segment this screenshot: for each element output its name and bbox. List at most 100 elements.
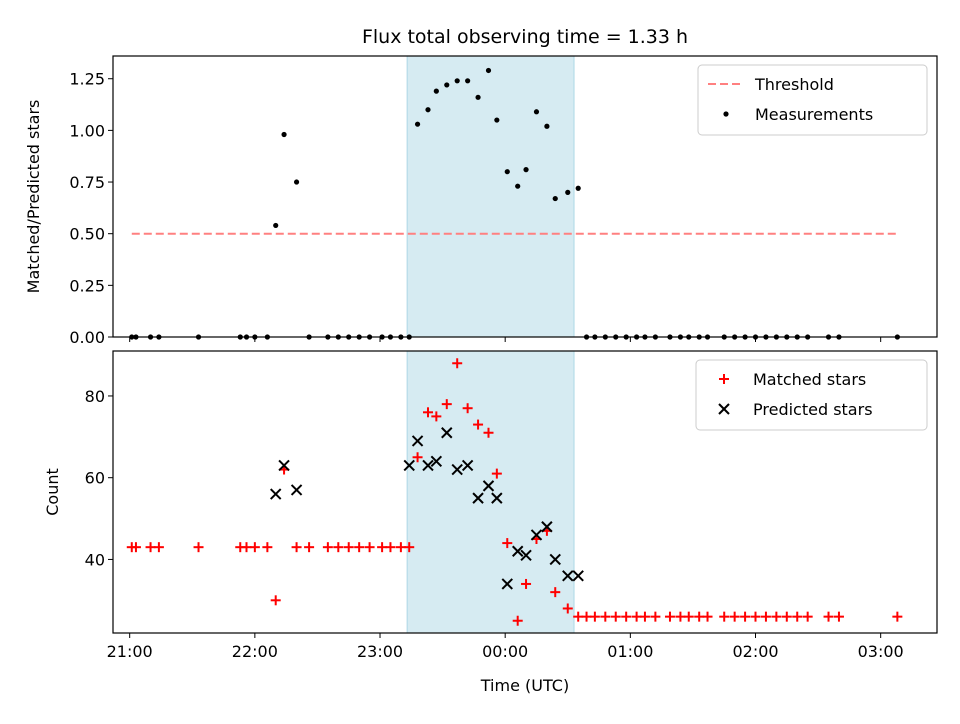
predicted-star-point	[549, 553, 561, 566]
marker-stroke	[562, 570, 574, 582]
matched-star-point	[631, 611, 642, 622]
measurement-point	[414, 121, 421, 127]
measurement-point	[504, 169, 510, 175]
marker-stroke	[511, 545, 524, 557]
measurement-point	[465, 78, 471, 84]
predicted-star-point	[441, 427, 453, 439]
measurement-point	[475, 94, 481, 100]
measurement-point	[273, 222, 279, 229]
matched-star-point	[562, 603, 573, 614]
predicted-star-point	[511, 545, 524, 557]
marker-stroke	[441, 427, 453, 439]
y-tick-label: 1.00	[69, 121, 105, 140]
measurement-point	[575, 185, 581, 191]
measurement-point	[454, 78, 460, 84]
measurement-point	[523, 167, 529, 173]
legend-label: Measurements	[755, 105, 873, 124]
measurement-point	[444, 82, 450, 88]
matched-star-point	[521, 578, 532, 589]
legend-swatch-measurements	[723, 111, 729, 117]
predicted-star-point	[461, 459, 474, 472]
predicted-star-point	[451, 463, 463, 476]
matched-star-point	[249, 542, 260, 553]
x-tick-label: 22:00	[232, 642, 278, 661]
predicted-star-point	[472, 492, 484, 504]
x-tick-label: 03:00	[858, 642, 904, 661]
marker-stroke	[718, 403, 730, 415]
marker-stroke	[430, 455, 443, 468]
matched-star-point	[241, 542, 252, 553]
marker-stroke	[549, 553, 561, 566]
predicted-star-point	[491, 492, 503, 504]
matched-star-point	[833, 611, 844, 622]
measurement-point	[485, 67, 492, 74]
measurement-point	[515, 183, 521, 189]
matched-star-point	[462, 403, 473, 414]
legend-label: Matched stars	[753, 370, 866, 389]
predicted-star-point	[572, 570, 584, 582]
marker-stroke	[270, 488, 282, 500]
matched-star-point	[589, 611, 600, 622]
y-tick-label: 0.25	[69, 276, 105, 295]
measurement-point	[293, 179, 300, 185]
matched-star-point	[385, 542, 396, 553]
legend-swatch-matched	[719, 374, 729, 384]
matched-star-point	[550, 587, 561, 598]
matched-star-point	[441, 399, 452, 410]
matched-star-point	[694, 611, 705, 622]
predicted-star-point	[278, 459, 290, 472]
legend-label: Threshold	[754, 75, 834, 94]
matched-star-point	[702, 611, 713, 622]
x-tick-label: 01:00	[607, 642, 653, 661]
matched-star-point	[729, 611, 740, 622]
measurement-point	[533, 109, 540, 115]
matched-star-point	[193, 542, 204, 553]
matched-star-point	[639, 611, 650, 622]
matched-star-point	[291, 542, 302, 553]
measurement-point	[565, 189, 571, 195]
matched-star-point	[412, 452, 423, 463]
y-tick-label: 0.50	[69, 225, 105, 244]
y-tick-label: 0.00	[69, 328, 105, 347]
matched-star-point	[130, 542, 141, 553]
marker-stroke	[403, 459, 415, 472]
marker-stroke	[530, 529, 543, 541]
matched-star-point	[892, 611, 903, 622]
marker-stroke	[482, 480, 495, 492]
marker-stroke	[472, 492, 484, 504]
matched-star-point	[354, 542, 365, 553]
measurement-point	[425, 107, 431, 113]
measurement-point	[494, 117, 500, 123]
y-axis-label: Count	[43, 468, 62, 516]
marker-stroke	[501, 578, 513, 590]
matched-star-point	[683, 611, 694, 622]
matched-star-point	[502, 538, 513, 549]
x-tick-label: 00:00	[482, 642, 528, 661]
y-tick-label: 40	[85, 550, 105, 569]
matched-star-point	[343, 542, 354, 553]
marker-stroke	[290, 484, 303, 496]
matched-star-point	[760, 611, 771, 622]
matched-star-point	[262, 542, 273, 553]
matched-star-point	[823, 611, 834, 622]
matched-star-point	[650, 611, 661, 622]
matched-star-point	[377, 542, 388, 553]
matched-star-point	[145, 542, 156, 553]
matched-star-point	[452, 358, 463, 369]
matched-star-point	[322, 542, 333, 553]
legend-label: Predicted stars	[753, 400, 873, 419]
x-tick-label: 21:00	[107, 642, 153, 661]
predicted-star-point	[530, 529, 543, 541]
matched-star-point	[600, 611, 611, 622]
predicted-star-point	[482, 480, 495, 492]
predicted-star-point	[541, 521, 553, 533]
marker-stroke	[411, 435, 424, 447]
matched-star-point	[270, 595, 281, 606]
marker-stroke	[491, 492, 503, 504]
legend-swatch-predicted	[718, 403, 730, 415]
matched-star-point	[802, 611, 813, 622]
measurement-point	[544, 123, 550, 129]
matched-star-point	[404, 542, 415, 553]
